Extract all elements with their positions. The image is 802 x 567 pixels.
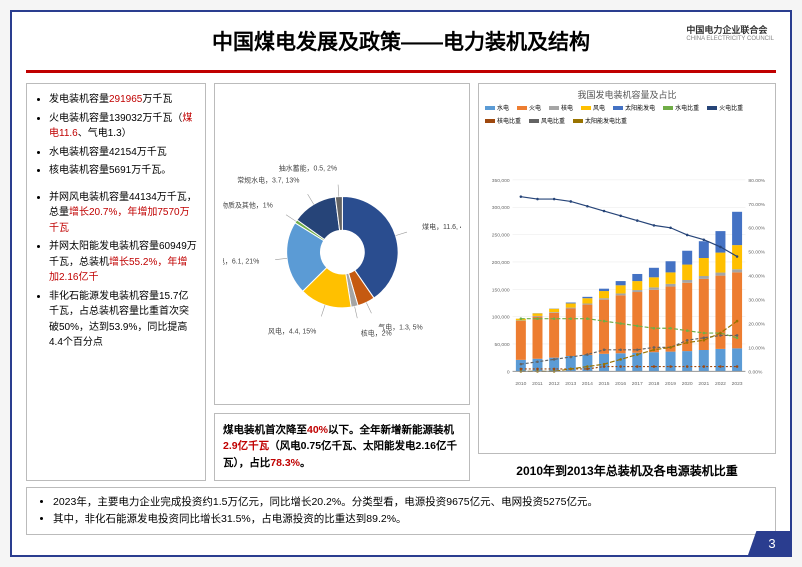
- svg-text:核电，2%: 核电，2%: [360, 328, 391, 337]
- svg-text:300,000: 300,000: [492, 205, 510, 211]
- list-item: 其中，非化石能源发电投资同比增长31.5%，占电源投资的比重达到89.2%。: [53, 511, 765, 528]
- svg-text:250,000: 250,000: [492, 233, 510, 239]
- svg-text:350,000: 350,000: [492, 178, 510, 184]
- mid-panel: 煤电，11.6, 40%气电，1.3, 5%核电，2%风电，4.4, 15%太阳…: [214, 83, 470, 481]
- svg-text:常规水电，3.7, 13%: 常规水电，3.7, 13%: [237, 175, 299, 184]
- svg-text:50.00%: 50.00%: [748, 250, 765, 256]
- svg-text:2018: 2018: [648, 381, 659, 387]
- list-item: 发电装机容量291965万千瓦: [49, 92, 197, 108]
- svg-text:30.00%: 30.00%: [748, 298, 765, 304]
- svg-text:2020: 2020: [682, 381, 693, 387]
- legend-item: 核电比重: [485, 116, 521, 125]
- svg-text:20.00%: 20.00%: [748, 321, 765, 327]
- svg-text:200,000: 200,000: [492, 260, 510, 266]
- svg-text:2014: 2014: [582, 381, 593, 387]
- right-panel: 我国发电装机容量及占比 水电火电核电风电太阳能发电水电比重火电比重核电比重风电比…: [478, 83, 776, 481]
- chart-small-title: 我国发电装机容量及占比: [479, 84, 775, 101]
- legend-item: 水电: [485, 103, 509, 112]
- list-item: 非化石能源发电装机容量15.7亿千瓦，占总装机容量比重首次突破50%，达到53.…: [49, 289, 197, 351]
- svg-text:150,000: 150,000: [492, 287, 510, 293]
- svg-text:煤电，11.6, 40%: 煤电，11.6, 40%: [422, 222, 462, 231]
- svg-text:2022: 2022: [715, 381, 726, 387]
- logo-en: CHINA ELECTRICITY COUNCIL: [686, 36, 774, 43]
- svg-text:2019: 2019: [665, 381, 676, 387]
- svg-text:40.00%: 40.00%: [748, 274, 765, 280]
- legend-item: 火电比重: [707, 103, 743, 112]
- legend-item: 核电: [549, 103, 573, 112]
- combo-svg: 0 50,000 100,000 150,000 200,000 250,000 300,0…: [479, 127, 775, 442]
- list-item: 并网太阳能发电装机容量60949万千瓦，总装机增长55.2%，年增加2.16亿千: [49, 239, 197, 286]
- chart-legend: 水电火电核电风电太阳能发电水电比重火电比重核电比重风电比重太阳能发电比重: [479, 101, 775, 127]
- list-item: 水电装机容量42154万千瓦: [49, 145, 197, 161]
- list-item: 并网风电装机容量44134万千瓦，总量增长20.7%，年增加7570万千瓦: [49, 190, 197, 237]
- svg-text:2021: 2021: [698, 381, 709, 387]
- svg-text:60.00%: 60.00%: [748, 226, 765, 232]
- legend-item: 太阳能发电比重: [573, 116, 627, 125]
- svg-text:风电，4.4, 15%: 风电，4.4, 15%: [268, 326, 316, 335]
- svg-text:80.00%: 80.00%: [748, 178, 765, 184]
- combo-chart: 我国发电装机容量及占比 水电火电核电风电太阳能发电水电比重火电比重核电比重风电比…: [478, 83, 776, 454]
- svg-text:2023: 2023: [732, 381, 743, 387]
- svg-text:2012: 2012: [549, 381, 560, 387]
- svg-text:70.00%: 70.00%: [748, 202, 765, 208]
- logo: 中国电力企业联合会 CHINA ELECTRICITY COUNCIL: [686, 26, 774, 42]
- svg-text:100,000: 100,000: [492, 315, 510, 321]
- list-item: 火电装机容量139032万千瓦（煤电11.6、气电1.3）: [49, 111, 197, 142]
- footer-box: 2023年，主要电力企业完成投资约1.5万亿元，同比增长20.2%。分类型看，电…: [26, 487, 776, 535]
- svg-text:2017: 2017: [632, 381, 643, 387]
- logo-cn: 中国电力企业联合会: [686, 26, 774, 36]
- left-panel: 发电装机容量291965万千瓦火电装机容量139032万千瓦（煤电11.6、气电…: [26, 83, 206, 481]
- pie-chart: 煤电，11.6, 40%气电，1.3, 5%核电，2%风电，4.4, 15%太阳…: [214, 83, 470, 405]
- chart-caption: 2010年到2013年总装机及各电源装机比重: [478, 460, 776, 481]
- list-item: 核电装机容量5691万千瓦。: [49, 163, 197, 179]
- svg-text:生物质及其他，1%: 生物质及其他，1%: [223, 200, 273, 209]
- page-title: 中国煤电发展及政策——电力装机及结构: [32, 26, 770, 56]
- mid-text-box: 煤电装机首次降至40%以下。全年新增新能源装机2.9亿千瓦（风电0.75亿千瓦、…: [214, 413, 470, 481]
- svg-text:2011: 2011: [532, 381, 543, 387]
- svg-text:0: 0: [507, 369, 510, 375]
- bullet-list-1: 发电装机容量291965万千瓦火电装机容量139032万千瓦（煤电11.6、气电…: [35, 92, 197, 179]
- svg-text:50,000: 50,000: [495, 342, 510, 348]
- list-item: 2023年，主要电力企业完成投资约1.5万亿元，同比增长20.2%。分类型看，电…: [53, 494, 765, 511]
- legend-item: 太阳能发电: [613, 103, 655, 112]
- svg-text:0.00%: 0.00%: [748, 369, 763, 375]
- bullet-list-2: 并网风电装机容量44134万千瓦，总量增长20.7%，年增加7570万千瓦并网太…: [35, 190, 197, 351]
- page-number: 3: [748, 531, 790, 555]
- legend-item: 水电比重: [663, 103, 699, 112]
- pie-svg: 煤电，11.6, 40%气电，1.3, 5%核电，2%风电，4.4, 15%太阳…: [223, 94, 462, 394]
- svg-text:2013: 2013: [565, 381, 576, 387]
- svg-text:太阳能发电，6.1, 21%: 太阳能发电，6.1, 21%: [223, 256, 259, 265]
- header: 中国煤电发展及政策——电力装机及结构 中国电力企业联合会 CHINA ELECT…: [12, 12, 790, 62]
- body: 发电装机容量291965万千瓦火电装机容量139032万千瓦（煤电11.6、气电…: [12, 73, 790, 481]
- svg-text:2015: 2015: [599, 381, 610, 387]
- legend-item: 风电: [581, 103, 605, 112]
- footer-bullets: 2023年，主要电力企业完成投资约1.5万亿元，同比增长20.2%。分类型看，电…: [37, 494, 765, 528]
- svg-text:抽水蓄能，0.5, 2%: 抽水蓄能，0.5, 2%: [278, 163, 336, 172]
- svg-text:2010: 2010: [515, 381, 526, 387]
- svg-text:10.00%: 10.00%: [748, 345, 765, 351]
- slide: 中国煤电发展及政策——电力装机及结构 中国电力企业联合会 CHINA ELECT…: [10, 10, 792, 557]
- svg-text:2016: 2016: [615, 381, 626, 387]
- legend-item: 火电: [517, 103, 541, 112]
- legend-item: 风电比重: [529, 116, 565, 125]
